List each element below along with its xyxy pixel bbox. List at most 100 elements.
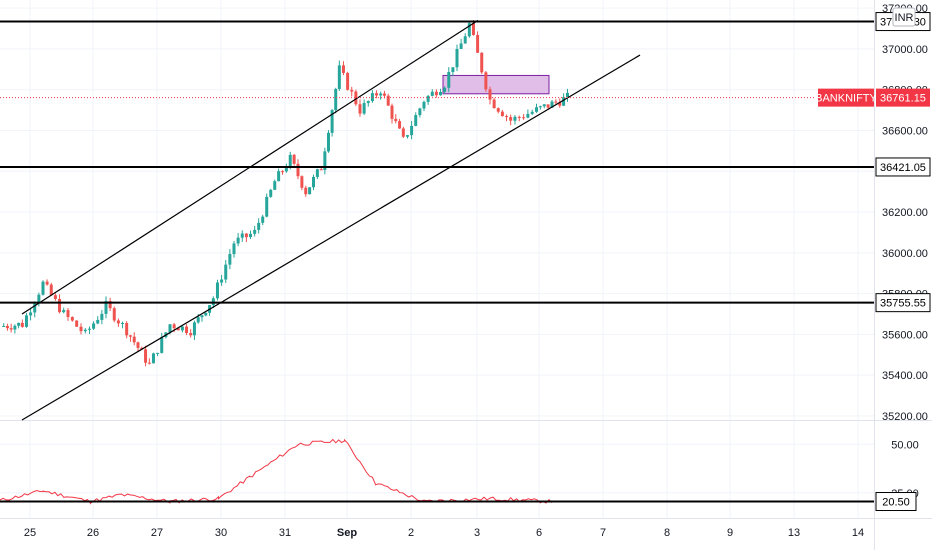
- candle-body: [517, 116, 521, 118]
- candle-body: [265, 196, 269, 217]
- candle-body: [459, 43, 463, 49]
- candle-body: [160, 337, 164, 353]
- candle-body: [484, 72, 488, 90]
- candle-body: [509, 117, 513, 121]
- candle-body: [319, 169, 323, 171]
- candle-body: [180, 326, 184, 331]
- candle-body: [104, 301, 108, 314]
- candle-body: [390, 105, 394, 119]
- rsi-tick-label: 50.00: [891, 439, 919, 451]
- candle-body: [220, 279, 224, 283]
- candle-body: [370, 93, 374, 102]
- candle-layer: [2, 20, 569, 367]
- channel-line: [21, 54, 641, 421]
- candle-body: [240, 233, 244, 238]
- time-tick-label: 26: [87, 527, 99, 539]
- candle-body: [70, 317, 74, 321]
- price-tick-label: 35600.00: [882, 329, 928, 341]
- candle-body: [382, 93, 386, 96]
- candle-body: [144, 349, 148, 363]
- candle-body: [334, 88, 338, 111]
- candle-body: [323, 151, 327, 171]
- price-tick-label: 37000.00: [882, 44, 928, 56]
- time-tick-label: 2: [408, 527, 414, 539]
- candle-body: [405, 135, 409, 137]
- candle-body: [9, 328, 13, 330]
- candle-body: [430, 91, 434, 96]
- candle-body: [455, 48, 459, 68]
- candle-body: [20, 322, 24, 327]
- candle-body: [273, 181, 277, 190]
- price-tick-label: 36600.00: [882, 125, 928, 137]
- zone-layer: [442, 74, 550, 95]
- candle-body: [224, 264, 228, 280]
- candle-body: [172, 324, 176, 329]
- candle-body: [375, 93, 379, 96]
- candle-body: [362, 103, 366, 114]
- candle-body: [196, 317, 200, 323]
- currency-label: INR: [895, 12, 914, 24]
- candle-body: [41, 281, 45, 295]
- candle-body: [96, 319, 100, 324]
- candle-body: [488, 89, 492, 100]
- candle-body: [471, 23, 475, 35]
- candle-body: [87, 328, 91, 330]
- candle-body: [92, 323, 96, 329]
- candle-body: [116, 320, 120, 324]
- time-tick-label: 8: [664, 527, 670, 539]
- candle-body: [451, 67, 455, 72]
- candle-body: [125, 322, 129, 336]
- candle-body: [83, 329, 87, 332]
- time-tick-label: Sep: [337, 527, 357, 539]
- candle-body: [379, 93, 383, 96]
- candle-body: [566, 92, 569, 98]
- candle-body: [330, 110, 334, 133]
- candle-body: [37, 294, 41, 304]
- candle-body: [522, 117, 526, 119]
- time-tick-label: 27: [151, 527, 163, 539]
- time-tick-label: 13: [788, 527, 800, 539]
- candle-body: [277, 171, 281, 182]
- time-tick-label: 9: [727, 527, 733, 539]
- candle-body: [168, 324, 172, 333]
- candle-body: [215, 282, 219, 299]
- candle-body: [288, 154, 292, 168]
- rsi-level-badge: [875, 492, 917, 512]
- candle-body: [62, 310, 66, 313]
- rsi-level-label: 20.50: [882, 497, 910, 509]
- candle-body: [505, 116, 509, 118]
- price-tick-label: 35400.00: [882, 370, 928, 382]
- candle-body: [535, 107, 538, 112]
- candle-body: [151, 353, 155, 364]
- candle-body: [13, 325, 17, 330]
- price-tick-label: 35200.00: [882, 411, 928, 423]
- candle-body: [2, 325, 6, 327]
- candle-body: [463, 36, 467, 44]
- candle-body: [132, 336, 136, 343]
- candle-body: [354, 91, 358, 105]
- level-price-label: 36421.05: [880, 162, 926, 174]
- candle-body: [562, 97, 566, 106]
- candle-body: [228, 254, 232, 265]
- time-tick-label: 14: [852, 527, 864, 539]
- candle-body: [443, 87, 447, 92]
- candle-body: [5, 325, 9, 329]
- price-tick-label: 36000.00: [882, 248, 928, 260]
- candle-body: [176, 328, 180, 331]
- level-price-badge: [875, 157, 931, 177]
- candle-body: [447, 71, 451, 88]
- candle-body: [439, 91, 443, 96]
- candle-body: [292, 154, 296, 164]
- candle-body: [358, 104, 362, 114]
- candle-body: [538, 106, 542, 108]
- candle-body: [192, 322, 196, 336]
- candle-body: [480, 52, 484, 73]
- candle-body: [204, 312, 208, 316]
- candle-body: [281, 171, 284, 173]
- candle-body: [66, 310, 70, 318]
- time-tick-label: 30: [215, 527, 227, 539]
- candle-body: [312, 176, 315, 188]
- candle-body: [401, 128, 405, 137]
